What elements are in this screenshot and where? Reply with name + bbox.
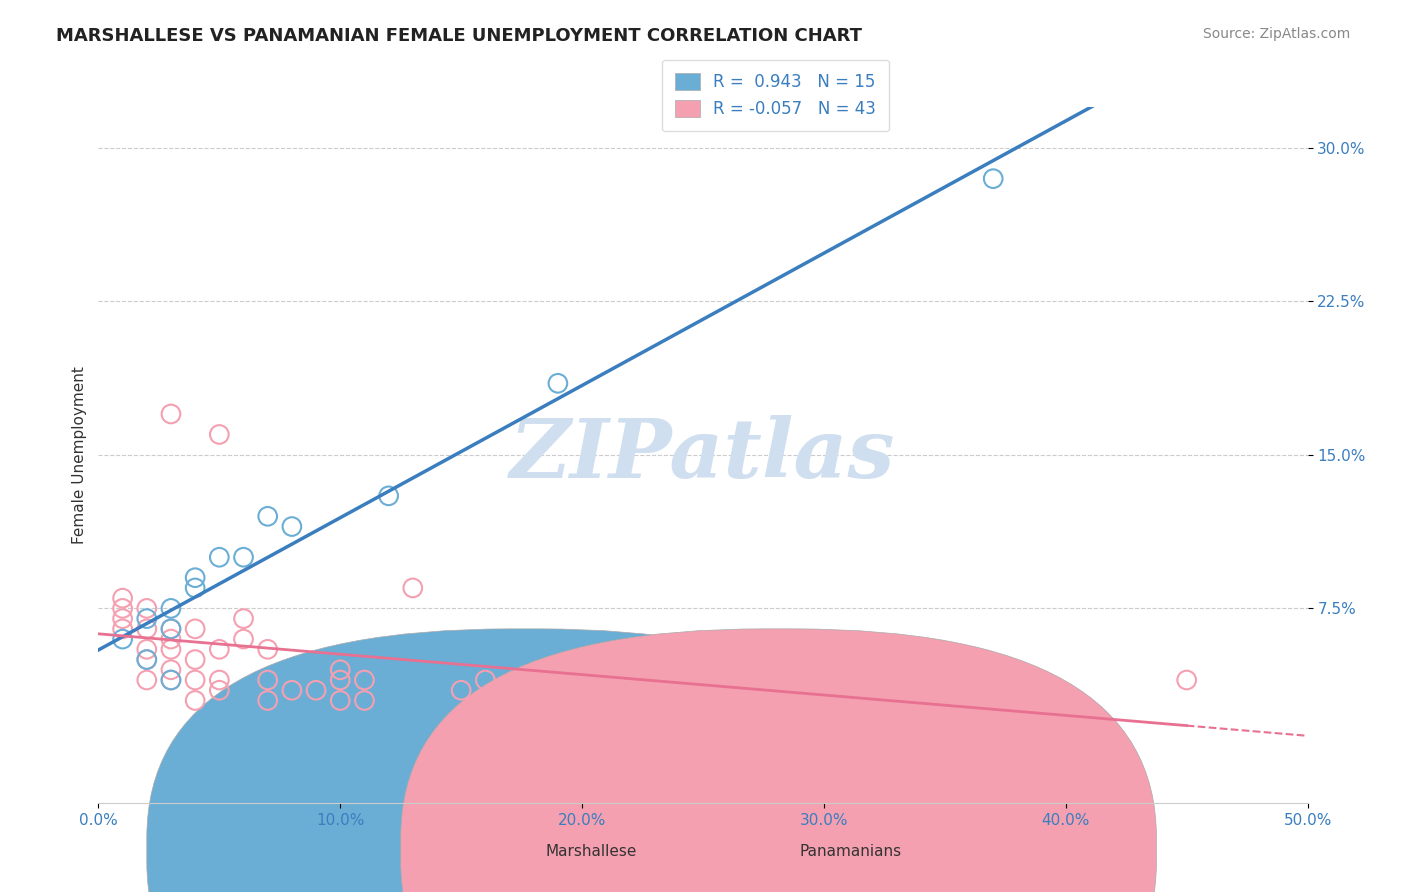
Point bbox=[813, 683, 835, 698]
Text: Panamanians: Panamanians bbox=[800, 844, 901, 859]
Point bbox=[135, 642, 157, 657]
Point bbox=[111, 632, 134, 646]
Point bbox=[329, 673, 352, 687]
Text: Marshallese: Marshallese bbox=[546, 844, 637, 859]
Point bbox=[160, 642, 183, 657]
Point bbox=[135, 673, 157, 687]
Point bbox=[208, 673, 231, 687]
Y-axis label: Female Unemployment: Female Unemployment bbox=[72, 366, 87, 544]
Point bbox=[305, 683, 328, 698]
Point bbox=[1175, 673, 1198, 687]
Point bbox=[184, 693, 207, 707]
Point bbox=[981, 171, 1004, 186]
Point bbox=[232, 632, 254, 646]
Point bbox=[619, 693, 641, 707]
FancyBboxPatch shape bbox=[146, 629, 903, 892]
Point bbox=[160, 601, 183, 615]
Point bbox=[184, 622, 207, 636]
Point bbox=[232, 550, 254, 565]
Point bbox=[547, 376, 569, 391]
Point bbox=[957, 693, 980, 707]
Point bbox=[571, 683, 593, 698]
Point bbox=[256, 693, 278, 707]
Point bbox=[135, 622, 157, 636]
Point bbox=[377, 489, 399, 503]
Point bbox=[353, 673, 375, 687]
Point bbox=[184, 652, 207, 666]
Point bbox=[208, 427, 231, 442]
Point bbox=[256, 642, 278, 657]
Point bbox=[135, 601, 157, 615]
Point bbox=[111, 622, 134, 636]
Point bbox=[208, 550, 231, 565]
Text: MARSHALLESE VS PANAMANIAN FEMALE UNEMPLOYMENT CORRELATION CHART: MARSHALLESE VS PANAMANIAN FEMALE UNEMPLO… bbox=[56, 27, 862, 45]
Text: Source: ZipAtlas.com: Source: ZipAtlas.com bbox=[1202, 27, 1350, 41]
Point bbox=[111, 612, 134, 626]
Point bbox=[450, 683, 472, 698]
Point bbox=[256, 673, 278, 687]
Point bbox=[160, 622, 183, 636]
Point bbox=[281, 519, 304, 533]
Point bbox=[402, 581, 425, 595]
Point bbox=[135, 652, 157, 666]
Point bbox=[135, 652, 157, 666]
Point bbox=[184, 673, 207, 687]
Point bbox=[160, 407, 183, 421]
Text: ZIPatlas: ZIPatlas bbox=[510, 415, 896, 495]
Point bbox=[256, 509, 278, 524]
Point bbox=[160, 673, 183, 687]
Point bbox=[160, 663, 183, 677]
Point bbox=[329, 663, 352, 677]
Legend: R =  0.943   N = 15, R = -0.057   N = 43: R = 0.943 N = 15, R = -0.057 N = 43 bbox=[662, 60, 890, 131]
Point bbox=[232, 612, 254, 626]
FancyBboxPatch shape bbox=[401, 629, 1157, 892]
Point bbox=[474, 673, 496, 687]
Point bbox=[111, 601, 134, 615]
Point bbox=[353, 693, 375, 707]
Point bbox=[111, 591, 134, 606]
Point bbox=[160, 622, 183, 636]
Point bbox=[160, 632, 183, 646]
Point bbox=[160, 673, 183, 687]
Point bbox=[184, 581, 207, 595]
Point bbox=[208, 642, 231, 657]
Point bbox=[135, 612, 157, 626]
Point bbox=[184, 571, 207, 585]
Point bbox=[281, 683, 304, 698]
Point bbox=[208, 683, 231, 698]
Point bbox=[329, 693, 352, 707]
